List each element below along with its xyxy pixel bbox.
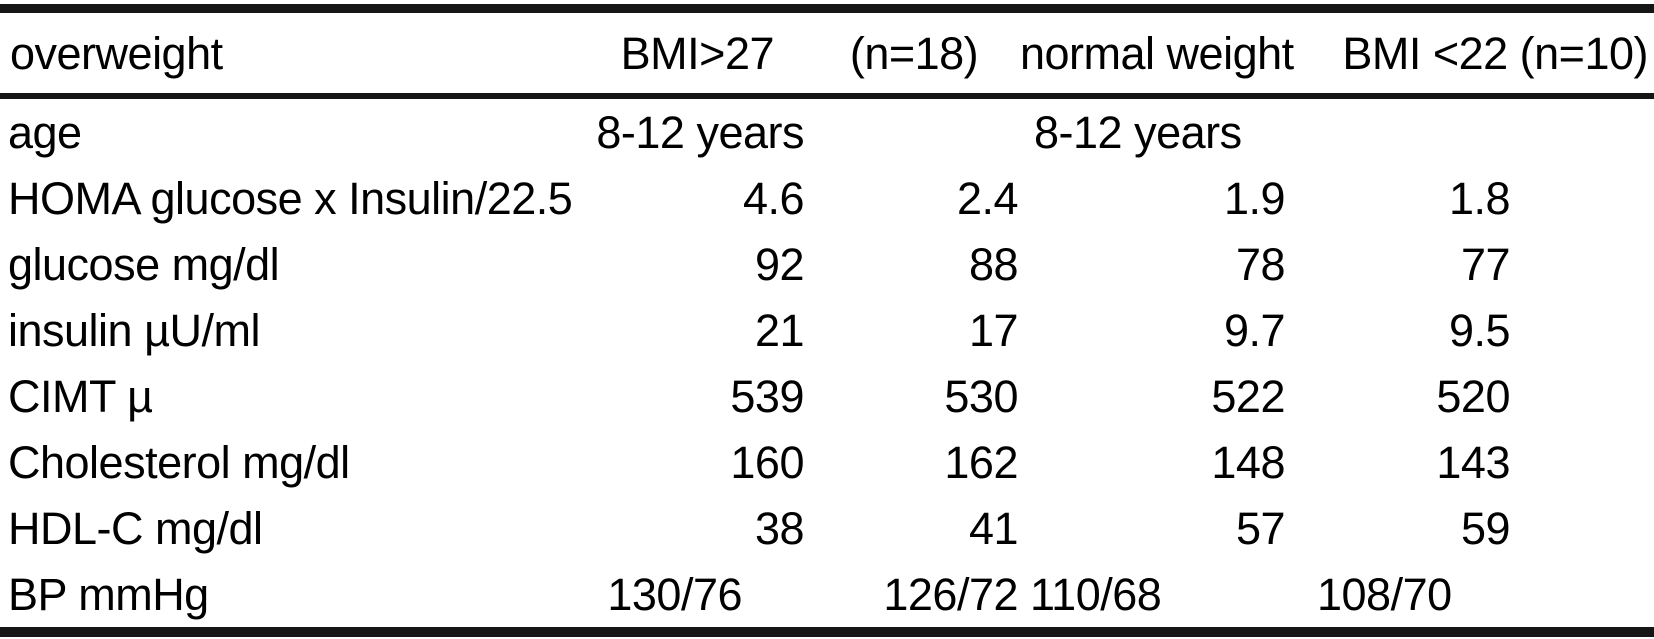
table-row-age: age 8-12 years 8-12 years — [0, 96, 1654, 165]
cell: 17 — [968, 304, 1019, 356]
cell: 162 — [944, 436, 1018, 488]
table-row-cholesterol: Cholesterol mg/dl 160 162 148 143 — [0, 429, 1654, 495]
row-label: insulin µU/ml — [8, 304, 261, 356]
table-row-cimt: CIMT µ 539 530 522 520 — [0, 363, 1654, 429]
cell: 160 — [730, 436, 804, 488]
cell: 9.7 — [1223, 304, 1286, 356]
cell: 8-12 years — [596, 106, 804, 158]
cell: 143 — [1436, 436, 1510, 488]
row-label: HDL-C mg/dl — [8, 502, 263, 554]
cell: 108/70 — [1317, 568, 1452, 620]
cell: 77 — [1460, 238, 1511, 290]
cell — [810, 96, 1018, 165]
cell: 92 — [754, 238, 805, 290]
cell: 110/68 — [1030, 568, 1162, 620]
row-label: age — [8, 106, 82, 158]
row-label: HOMA glucose x Insulin/22.5 — [8, 172, 573, 224]
cell: 539 — [730, 370, 804, 422]
row-label: BP mmHg — [8, 568, 209, 620]
cell: 21 — [754, 304, 805, 356]
cell: 520 — [1436, 370, 1510, 422]
cell: 8-12 years — [1034, 106, 1242, 158]
cell — [1285, 96, 1654, 165]
cell: 1.9 — [1223, 172, 1286, 224]
table-body: age 8-12 years 8-12 years HOMA glucose x… — [0, 96, 1654, 632]
cell: 78 — [1235, 238, 1286, 290]
table-row-hdl: HDL-C mg/dl 38 41 57 59 — [0, 495, 1654, 561]
table-row-homa: HOMA glucose x Insulin/22.5 4.6 2.4 1.9 … — [0, 165, 1654, 231]
cell: 148 — [1211, 436, 1285, 488]
cell: 41 — [968, 502, 1019, 554]
header-row: overweight BMI>27 (n=18) normal weight B… — [0, 8, 1654, 99]
cell: 530 — [944, 370, 1018, 422]
table-header: overweight BMI>27 (n=18) normal weight B… — [0, 8, 1654, 99]
cell: 59 — [1460, 502, 1511, 554]
row-label: glucose mg/dl — [8, 238, 280, 290]
header-bmi-lt-22-n-10: BMI <22 (n=10) — [1285, 8, 1654, 99]
cell: 2.4 — [956, 172, 1019, 224]
cell: 130/76 — [607, 568, 742, 620]
header-normal-weight: normal weight — [1018, 8, 1294, 99]
cell: 38 — [754, 502, 805, 554]
table-row-glucose: glucose mg/dl 92 88 78 77 — [0, 231, 1654, 297]
cell: 1.8 — [1448, 172, 1511, 224]
cell: 126/72 — [883, 568, 1018, 620]
clinical-data-table: overweight BMI>27 (n=18) normal weight B… — [0, 4, 1654, 637]
header-n-18: (n=18) — [810, 8, 1018, 99]
header-bmi-gt-27: BMI>27 — [560, 8, 810, 99]
row-label: CIMT µ — [8, 370, 153, 422]
cell: 57 — [1235, 502, 1286, 554]
cell: 88 — [968, 238, 1019, 290]
table-row-bp: BP mmHg 130/76 126/72 110/68 108/70 — [0, 561, 1654, 632]
header-overweight: overweight — [0, 8, 560, 99]
cell: 522 — [1211, 370, 1285, 422]
cell: 9.5 — [1448, 304, 1511, 356]
row-label: Cholesterol mg/dl — [8, 436, 350, 488]
cell: 4.6 — [742, 172, 805, 224]
table-row-insulin: insulin µU/ml 21 17 9.7 9.5 — [0, 297, 1654, 363]
